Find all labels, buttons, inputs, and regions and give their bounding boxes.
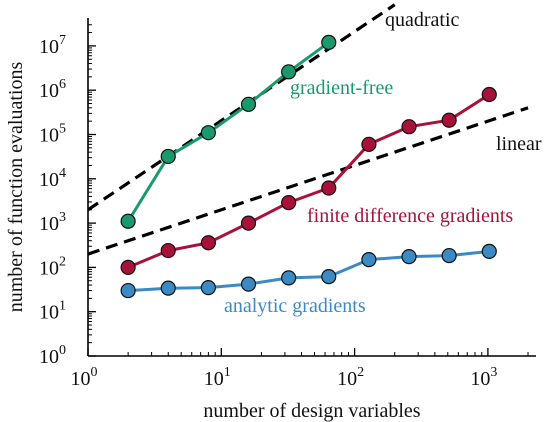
finite-difference-gradients-point xyxy=(200,235,216,251)
analytic-gradients-line xyxy=(128,249,490,293)
y-tick-label: 102 xyxy=(39,254,66,279)
x-tick-label: 100 xyxy=(71,365,98,390)
x-tick-label: 102 xyxy=(337,365,364,390)
gradient-free-point xyxy=(160,148,176,165)
finite-difference-gradients-label: finite difference gradients xyxy=(307,205,513,227)
y-tick-label: 106 xyxy=(39,77,66,102)
analytic-gradients-point xyxy=(200,279,216,296)
y-tick-label: 107 xyxy=(39,33,66,58)
finite-difference-gradients-point xyxy=(120,259,136,275)
analytic-gradients-point xyxy=(120,282,136,299)
gradient-free-point xyxy=(281,64,297,80)
labels: number of design variables number of fun… xyxy=(5,9,542,422)
analytic-gradients-point xyxy=(481,243,497,259)
gradient-free-point xyxy=(200,125,216,141)
y-axis-label: number of function evaluations xyxy=(5,62,27,313)
y-ticks: 100 101 102 103 104 105 106 107 xyxy=(39,24,96,368)
finite-difference-gradients-point xyxy=(401,119,417,135)
gradient-free-line xyxy=(126,41,330,223)
gradient-free-point xyxy=(120,213,136,229)
x-ticks: 100 101 102 103 xyxy=(71,348,529,390)
analytic-gradients-point xyxy=(361,251,377,268)
linear-reference-line xyxy=(88,106,529,256)
y-tick-label: 103 xyxy=(39,210,66,235)
analytic-gradients-point xyxy=(160,280,176,296)
y-tick-label: 100 xyxy=(39,343,66,368)
analytic-gradients-point xyxy=(281,270,297,286)
analytic-gradients-point xyxy=(240,276,257,292)
y-tick-label: 101 xyxy=(39,299,66,324)
gradient-free-label: gradient-free xyxy=(290,77,393,99)
analytic-gradients-series xyxy=(120,243,497,299)
quadratic-reference-label: quadratic xyxy=(385,9,460,31)
x-tick-label: 101 xyxy=(204,365,231,390)
finite-difference-gradients-line xyxy=(127,93,491,269)
finite-difference-gradients-point xyxy=(160,242,176,259)
series-layer xyxy=(120,34,497,299)
finite-difference-gradients-point xyxy=(240,215,257,231)
analytic-gradients-point xyxy=(441,247,457,264)
finite-difference-gradients-point xyxy=(441,112,457,128)
finite-difference-gradients-point xyxy=(281,195,297,211)
finite-difference-gradients-series xyxy=(120,86,497,275)
gradient-free-point xyxy=(240,96,257,112)
finite-difference-gradients-point xyxy=(481,86,497,103)
analytic-gradients-point xyxy=(321,268,337,285)
linear-reference-label: linear xyxy=(496,133,542,155)
x-tick-label: 103 xyxy=(470,365,497,390)
analytic-gradients-point xyxy=(401,249,417,265)
y-tick-label: 105 xyxy=(39,122,66,147)
finite-difference-gradients-point xyxy=(361,136,377,152)
y-tick-label: 104 xyxy=(39,166,66,191)
gradient-free-series xyxy=(120,34,337,229)
analytic-gradients-label: analytic gradients xyxy=(224,295,366,317)
x-axis-label: number of design variables xyxy=(203,400,420,422)
finite-difference-gradients-point xyxy=(321,180,337,196)
axes xyxy=(87,18,536,357)
quadratic-reference-line xyxy=(88,3,396,212)
gradient-free-point xyxy=(321,34,337,50)
reference-lines xyxy=(88,3,529,256)
